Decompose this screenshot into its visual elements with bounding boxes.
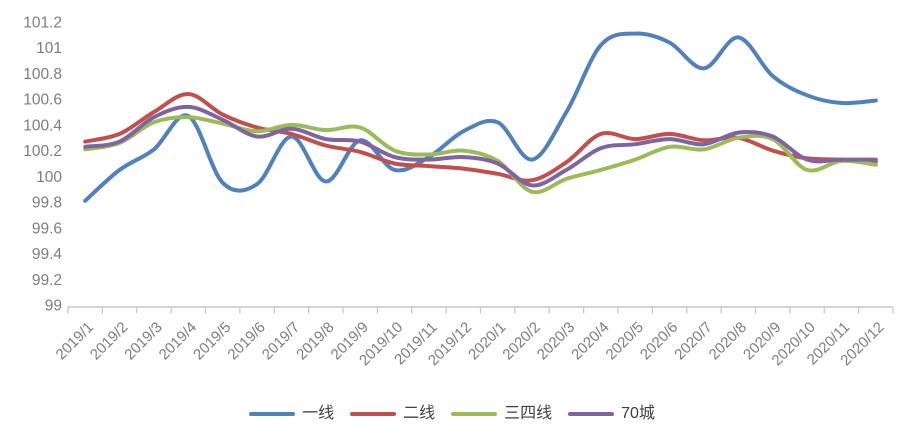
x-axis-tick-label: 2020/4 <box>568 319 612 363</box>
legend-label: 三四线 <box>504 405 553 422</box>
x-axis-tick-label: 2019/7 <box>259 319 303 363</box>
70-cities-line <box>83 104 878 188</box>
x-axis-tick-label: 2019/3 <box>121 319 165 363</box>
y-axis-tick-label: 99 <box>45 298 62 315</box>
x-axis-tick-label: 2019/2 <box>87 319 131 363</box>
x-axis-tick-label: 2019/4 <box>156 319 200 363</box>
y-axis-tick-label: 99.6 <box>32 220 62 237</box>
y-axis-tick-label: 99.8 <box>32 195 62 212</box>
legend-label: 70城 <box>621 405 655 422</box>
legend-line-swatch <box>568 412 615 416</box>
x-axis-tick-label: 2020/2 <box>499 319 543 363</box>
y-axis-tick-label: 100.2 <box>23 143 62 160</box>
legend-item: 70城 <box>568 406 655 422</box>
x-axis-tick-label: 2020/1 <box>465 319 509 363</box>
y-axis-tick-label: 99.4 <box>32 246 63 263</box>
y-axis-tick-label: 100.8 <box>23 66 62 83</box>
x-axis-tick-label: 2019/6 <box>224 319 268 363</box>
x-axis-tick-label: 2019/1 <box>53 319 97 363</box>
legend-line-swatch <box>451 412 498 416</box>
legend-line-swatch <box>350 412 397 416</box>
x-axis-tick-label: 2019/8 <box>293 319 337 363</box>
y-axis-tick-label: 101 <box>36 40 62 57</box>
y-axis-tick-label: 100 <box>36 169 62 186</box>
legend-label: 二线 <box>403 405 436 422</box>
x-axis-tick-label: 2020/7 <box>671 319 715 363</box>
y-axis-tick-label: 100.4 <box>23 117 62 134</box>
legend-item: 三四线 <box>451 406 552 422</box>
legend-item: 二线 <box>350 406 435 422</box>
y-axis-tick-label: 101.2 <box>23 15 62 32</box>
y-axis-tick-label: 99.2 <box>32 272 62 289</box>
tier1-line <box>83 31 878 203</box>
tier3-4-line <box>83 115 878 195</box>
y-axis-tick-label: 100.6 <box>23 92 62 109</box>
chart-legend: 一线 二线 三四线 70城 <box>0 396 904 432</box>
legend-label: 一线 <box>302 405 335 422</box>
x-axis-tick-label: 2019/5 <box>190 319 234 363</box>
x-axis-tick-label: 2020/6 <box>637 319 681 363</box>
x-axis-tick-label: 2020/5 <box>603 319 647 363</box>
legend-item: 一线 <box>249 406 334 422</box>
x-axis-tick-label: 2020/3 <box>534 319 578 363</box>
chart-svg: 99 99.2 99.4 99.6 99.8 100 100.2 100.4 100.6 100.… <box>23 15 894 369</box>
legend-line-swatch <box>249 412 296 416</box>
x-axis-tick-label: 2020/8 <box>706 319 750 363</box>
